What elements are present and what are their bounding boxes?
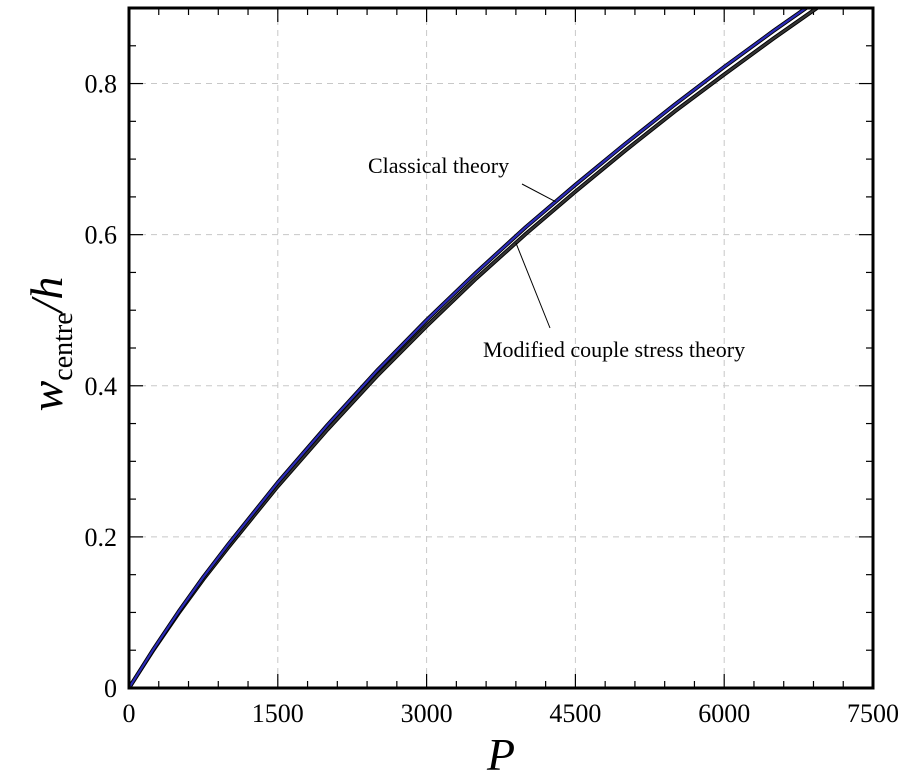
- x-tick-label: 1500: [252, 699, 304, 728]
- y-axis-title-main: w: [21, 380, 72, 411]
- x-axis-title: P: [486, 729, 515, 776]
- y-tick-label: 0.2: [85, 523, 118, 552]
- annotation-leader-classical: [521, 183, 556, 203]
- series-layer: [129, 8, 821, 688]
- y-tick-label: 0.6: [85, 221, 118, 250]
- y-axis-title: wcentre/h: [21, 277, 79, 412]
- y-tick-label: 0.8: [85, 70, 118, 99]
- y-axis-title-subscript: centre: [48, 312, 79, 380]
- x-tick-label: 4500: [549, 699, 601, 728]
- x-tick-labels: 0 1500 3000 4500 6000 7500: [123, 699, 900, 728]
- annotation-classical: Classical theory: [368, 153, 509, 178]
- y-tick-labels: 0 0.2 0.4 0.6 0.8: [85, 70, 118, 703]
- x-tick-label: 3000: [401, 699, 453, 728]
- plot-frame: [127, 6, 875, 690]
- x-tick-label: 0: [123, 699, 136, 728]
- x-tick-label: 6000: [698, 699, 750, 728]
- grid: [129, 8, 873, 688]
- y-axis-title-suffix: /h: [21, 277, 72, 316]
- y-tick-label: 0: [104, 674, 117, 703]
- series-line-classical: [129, 8, 809, 688]
- y-tick-label: 0.4: [85, 372, 118, 401]
- annotation-modified: Modified couple stress theory: [483, 337, 745, 362]
- x-tick-label: 7500: [847, 699, 899, 728]
- annotation-leader-modified: [515, 242, 551, 329]
- annotations: Classical theory Modified couple stress t…: [368, 153, 745, 362]
